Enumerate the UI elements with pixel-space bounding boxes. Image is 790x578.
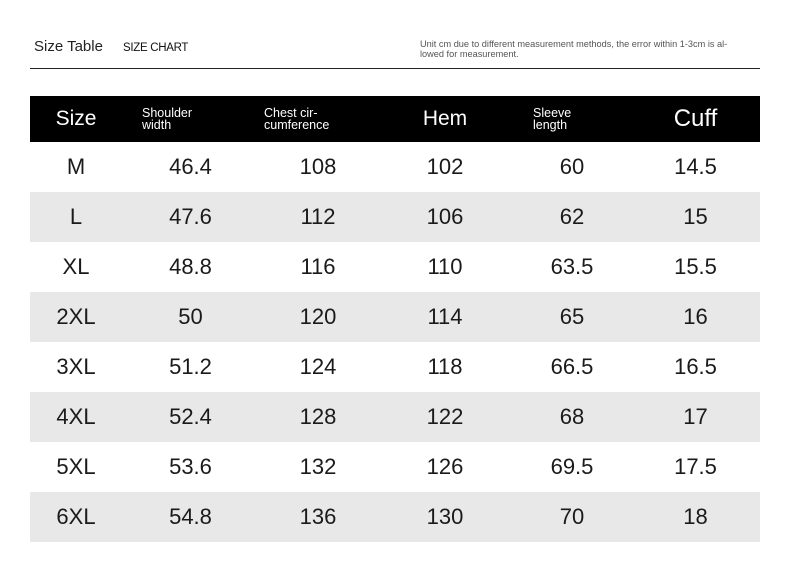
cell-sleeve-length: 66.5 <box>550 354 594 379</box>
cell-size: 2XL <box>56 304 96 329</box>
cell-chest-circumference: 112 <box>300 204 336 229</box>
cell-cuff: 16 <box>683 304 708 329</box>
cell-hem: 114 <box>427 304 463 329</box>
cell-shoulder-width: 50 <box>178 304 203 329</box>
size-table: Size Shoulder width Chest cir- cumferenc… <box>30 96 760 542</box>
cell-cuff: 15.5 <box>674 254 717 279</box>
cell-shoulder-width: 53.6 <box>169 454 212 479</box>
table-row: 6XL 54.8 136 130 70 18 <box>30 492 760 542</box>
cell-sleeve-length: 69.5 <box>550 454 594 479</box>
cell-sleeve-length: 68 <box>559 404 585 429</box>
cell-hem: 130 <box>426 504 464 529</box>
page-title: Size Table <box>34 38 103 55</box>
table-row: 4XL 52.4 128 122 68 17 <box>30 392 760 442</box>
cell-cuff: 17.5 <box>674 454 717 479</box>
table-row: 5XL 53.6 132 126 69.5 17.5 <box>30 442 760 492</box>
cell-cuff: 15 <box>683 204 708 229</box>
column-header-cuff: Cuff <box>673 105 718 132</box>
cell-size: 5XL <box>56 454 96 479</box>
table-header-row: Size Shoulder width Chest cir- cumferenc… <box>30 96 760 142</box>
table-row: L 47.6 112 106 62 15 <box>30 192 760 242</box>
cell-size: XL <box>62 254 90 279</box>
cell-size: 3XL <box>56 354 96 379</box>
cell-chest-circumference: 124 <box>299 354 337 379</box>
cell-cuff: 17 <box>683 404 708 429</box>
cell-chest-circumference: 136 <box>299 504 337 529</box>
table-row: XL 48.8 116 110 63.5 15.5 <box>30 242 760 292</box>
column-header-chest-circumference: Chest cir- cumference <box>264 106 330 132</box>
column-header-hem: Hem <box>422 107 468 130</box>
page-subtitle: SIZE CHART <box>123 42 189 54</box>
cell-sleeve-length: 62 <box>559 204 585 229</box>
table-row: 2XL 50 120 114 65 16 <box>30 292 760 342</box>
cell-shoulder-width: 47.6 <box>169 204 212 229</box>
cell-cuff: 16.5 <box>674 354 717 379</box>
cell-sleeve-length: 65 <box>559 304 585 329</box>
cell-cuff: 18 <box>683 504 708 529</box>
cell-size: M <box>66 154 86 179</box>
table-body: M 46.4 108 102 60 14.5 L 47.6 112 106 62 15 XL 48.8 11… <box>30 142 760 542</box>
cell-size: 4XL <box>56 404 96 429</box>
table-row: M 46.4 108 102 60 14.5 <box>30 142 760 192</box>
cell-chest-circumference: 108 <box>299 154 337 179</box>
cell-size: L <box>69 204 83 229</box>
cell-chest-circumference: 128 <box>299 404 337 429</box>
cell-sleeve-length: 60 <box>559 154 585 179</box>
column-header-size: Size <box>55 107 97 130</box>
table-row: 3XL 51.2 124 118 66.5 16.5 <box>30 342 760 392</box>
cell-hem: 126 <box>426 454 464 479</box>
cell-chest-circumference: 132 <box>299 454 337 479</box>
cell-shoulder-width: 51.2 <box>169 354 212 379</box>
cell-shoulder-width: 46.4 <box>169 154 212 179</box>
cell-hem: 118 <box>427 354 463 379</box>
cell-hem: 110 <box>427 254 463 279</box>
cell-hem: 102 <box>426 154 464 179</box>
cell-hem: 106 <box>426 204 464 229</box>
cell-shoulder-width: 48.8 <box>169 254 212 279</box>
cell-shoulder-width: 52.4 <box>169 404 212 429</box>
cell-sleeve-length: 63.5 <box>550 254 594 279</box>
column-header-sleeve-length: Sleeve length <box>533 106 572 132</box>
column-header-shoulder-width: Shoulder width <box>142 106 193 132</box>
cell-chest-circumference: 116 <box>300 254 336 279</box>
cell-chest-circumference: 120 <box>299 304 337 329</box>
size-table-header: Size Table SIZE CHART Unit cm due to dif… <box>30 28 760 69</box>
cell-hem: 122 <box>426 404 464 429</box>
measurement-note: Unit cm due to different measurement met… <box>420 39 728 59</box>
cell-shoulder-width: 54.8 <box>169 504 212 529</box>
cell-sleeve-length: 70 <box>559 504 585 529</box>
cell-size: 6XL <box>56 504 96 529</box>
cell-cuff: 14.5 <box>674 154 717 179</box>
